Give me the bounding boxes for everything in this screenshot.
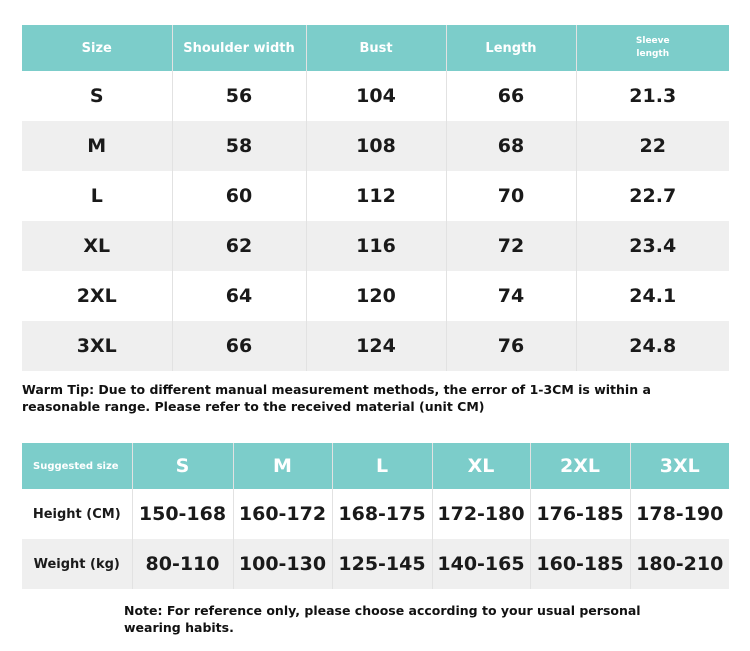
header-cell: L <box>331 443 432 489</box>
value-cell: 80-110 <box>131 539 233 589</box>
value-cell: 120 <box>305 271 446 321</box>
value-cell: 176-185 <box>529 489 630 539</box>
value-cell: 22 <box>575 121 729 171</box>
reference-note: Note: For reference only, please choose … <box>124 603 641 635</box>
value-cell: 64 <box>171 271 306 321</box>
table-row: Weight (kg) 80-110 100-130 125-145 140-165 16… <box>22 539 729 589</box>
value-cell: 56 <box>171 71 306 121</box>
header-cell: XL <box>431 443 530 489</box>
value-cell: 21.3 <box>575 71 729 121</box>
value-cell: 66 <box>171 321 306 371</box>
table-row: M 58 108 68 22 <box>22 121 729 171</box>
warm-tip: Warm Tip: Due to different manual measur… <box>22 382 651 414</box>
value-cell: 108 <box>305 121 446 171</box>
value-cell: 124 <box>305 321 446 371</box>
size-cell: 2XL <box>76 285 117 307</box>
value-cell: 22.7 <box>575 171 729 221</box>
header-cell: Length <box>445 25 576 71</box>
value-cell: 62 <box>171 221 306 271</box>
value-cell: 76 <box>445 321 576 371</box>
table-row: 2XL 64 120 74 24.1 <box>22 271 729 321</box>
header-cell: Size <box>22 25 172 71</box>
value-cell: 160-172 <box>232 489 332 539</box>
value-cell: 24.1 <box>575 271 729 321</box>
table-row: L 60 112 70 22.7 <box>22 171 729 221</box>
row-label: Weight (kg) <box>22 539 132 589</box>
size-chart-table: Size Shoulder width Bust Length Sleeve l… <box>22 25 729 371</box>
suggested-size-table: Suggested size S M L XL 2XL 3XL Height (CM) 150… <box>22 443 729 589</box>
value-cell: 178-190 <box>629 489 729 539</box>
size-cell: 3XL <box>22 321 172 371</box>
value-cell: 70 <box>445 171 576 221</box>
header-cell: Shoulder width <box>171 25 306 71</box>
value-cell: 68 <box>445 121 576 171</box>
header-cell: Bust <box>305 25 446 71</box>
header-cell: S <box>131 443 233 489</box>
size-cell: S <box>89 85 104 107</box>
value-cell: 60 <box>171 171 306 221</box>
value-cell: 172-180 <box>431 489 530 539</box>
size-cell: L <box>90 185 103 207</box>
value-cell: 24.8 <box>575 321 729 371</box>
value-cell: 140-165 <box>431 539 530 589</box>
header-cell: 3XL <box>629 443 729 489</box>
value-cell: 168-175 <box>331 489 432 539</box>
value-cell: 100-130 <box>232 539 332 589</box>
value-cell: 58 <box>171 121 306 171</box>
size-cell: XL <box>22 221 172 271</box>
table-row: S 56 104 66 21.3 <box>22 71 729 121</box>
value-cell: 160-185 <box>529 539 630 589</box>
header-cell: M <box>232 443 332 489</box>
value-cell: 112 <box>305 171 446 221</box>
header-cell: 2XL <box>529 443 630 489</box>
value-cell: 116 <box>305 221 446 271</box>
header-row: Size Shoulder width Bust Length Sleeve l… <box>22 25 729 71</box>
value-cell: 180-210 <box>629 539 729 589</box>
value-cell: 125-145 <box>331 539 432 589</box>
header-cell: Sleeve length <box>575 25 729 71</box>
table-row: Height (CM) 150-168 160-172 168-175 172-180 1… <box>22 489 729 539</box>
value-cell: 23.4 <box>575 221 729 271</box>
value-cell: 104 <box>305 71 446 121</box>
size-cell: M <box>22 121 172 171</box>
header-row: Suggested size S M L XL 2XL 3XL <box>22 443 729 489</box>
value-cell: 150-168 <box>131 489 233 539</box>
header-cell: Suggested size <box>22 443 132 489</box>
value-cell: 74 <box>445 271 576 321</box>
row-label: Height (CM) <box>32 506 121 522</box>
table-row: XL 62 116 72 23.4 <box>22 221 729 271</box>
table-row: 3XL 66 124 76 24.8 <box>22 321 729 371</box>
value-cell: 72 <box>445 221 576 271</box>
value-cell: 66 <box>445 71 576 121</box>
